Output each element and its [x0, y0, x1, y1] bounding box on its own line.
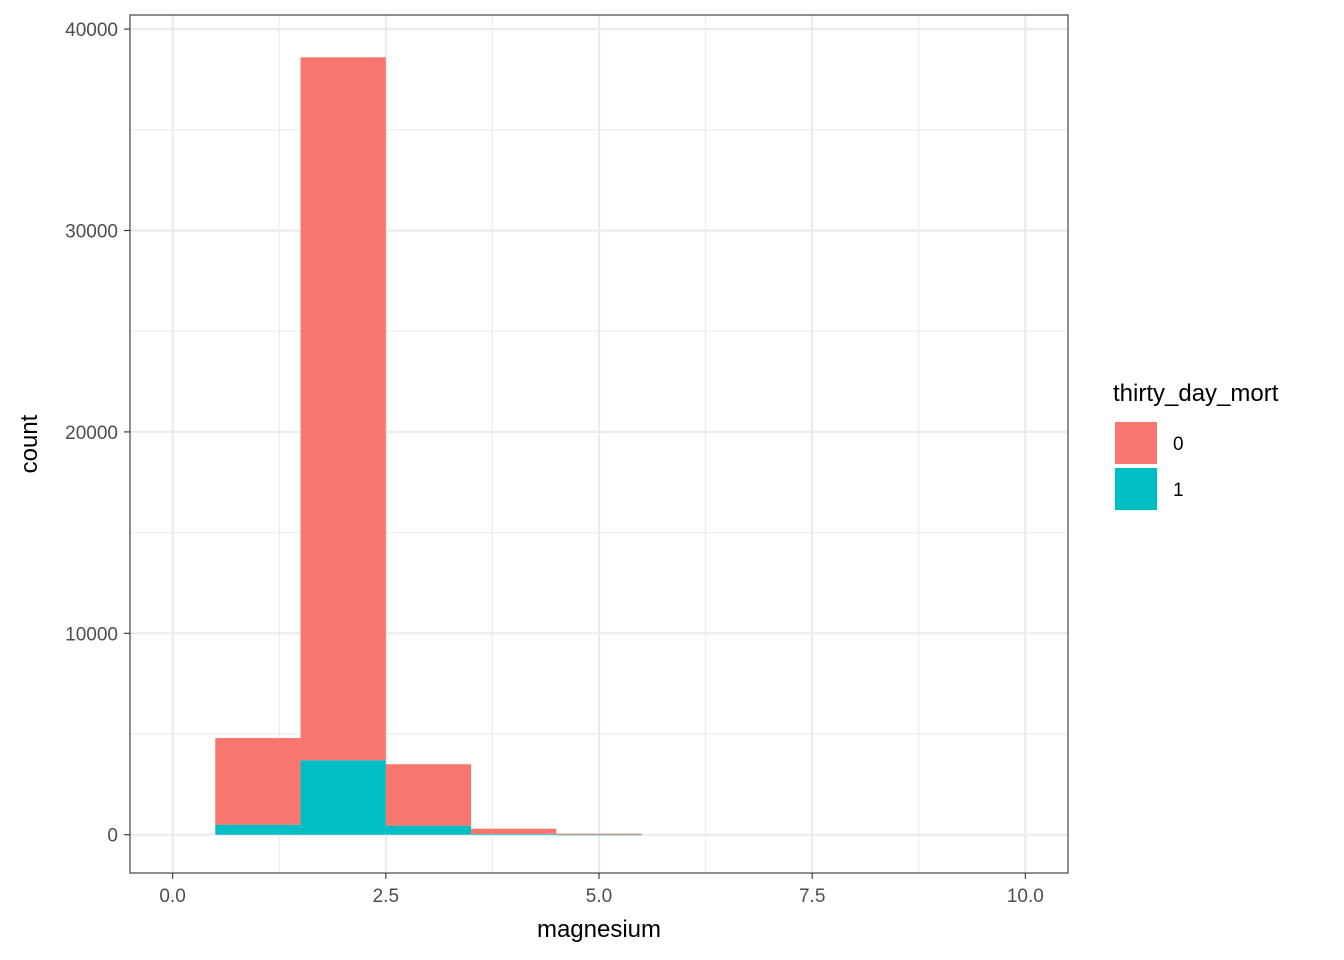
legend-title: thirty_day_mort [1113, 380, 1279, 407]
x-tick-label: 10.0 [1007, 886, 1044, 907]
x-tick-label: 7.5 [799, 886, 825, 907]
x-axis: 0.0 2.5 5.0 7.5 10.0 [159, 873, 1044, 907]
legend-label-0: 0 [1173, 434, 1184, 455]
bars [215, 57, 642, 836]
bar-segment [300, 57, 386, 761]
bar-segment [556, 833, 642, 835]
bar-segment [300, 760, 386, 835]
legend: thirty_day_mort 01 [1113, 380, 1279, 510]
legend-label-1: 1 [1173, 480, 1184, 501]
legend-key-0 [1115, 422, 1157, 464]
x-tick-label: 5.0 [586, 886, 612, 907]
legend-key-1 [1115, 468, 1157, 510]
bar-segment [385, 764, 472, 826]
x-tick-label: 2.5 [373, 886, 399, 907]
bar-segment [385, 825, 472, 835]
y-axis: 0 10000 20000 30000 40000 [65, 20, 130, 847]
y-tick-label: 40000 [65, 20, 118, 41]
y-axis-title: count [16, 414, 43, 473]
bar-segment [215, 738, 301, 825]
y-tick-label: 10000 [65, 624, 118, 645]
y-tick-label: 0 [107, 826, 118, 847]
bar-segment [471, 828, 557, 834]
y-tick-label: 20000 [65, 423, 118, 444]
y-tick-label: 30000 [65, 222, 118, 243]
x-tick-label: 0.0 [159, 886, 185, 907]
legend-entries: 01 [1115, 422, 1184, 510]
bar-segment [215, 824, 301, 835]
bar-segment [556, 834, 642, 836]
x-axis-title: magnesium [537, 916, 661, 943]
bar-segment [471, 833, 557, 835]
